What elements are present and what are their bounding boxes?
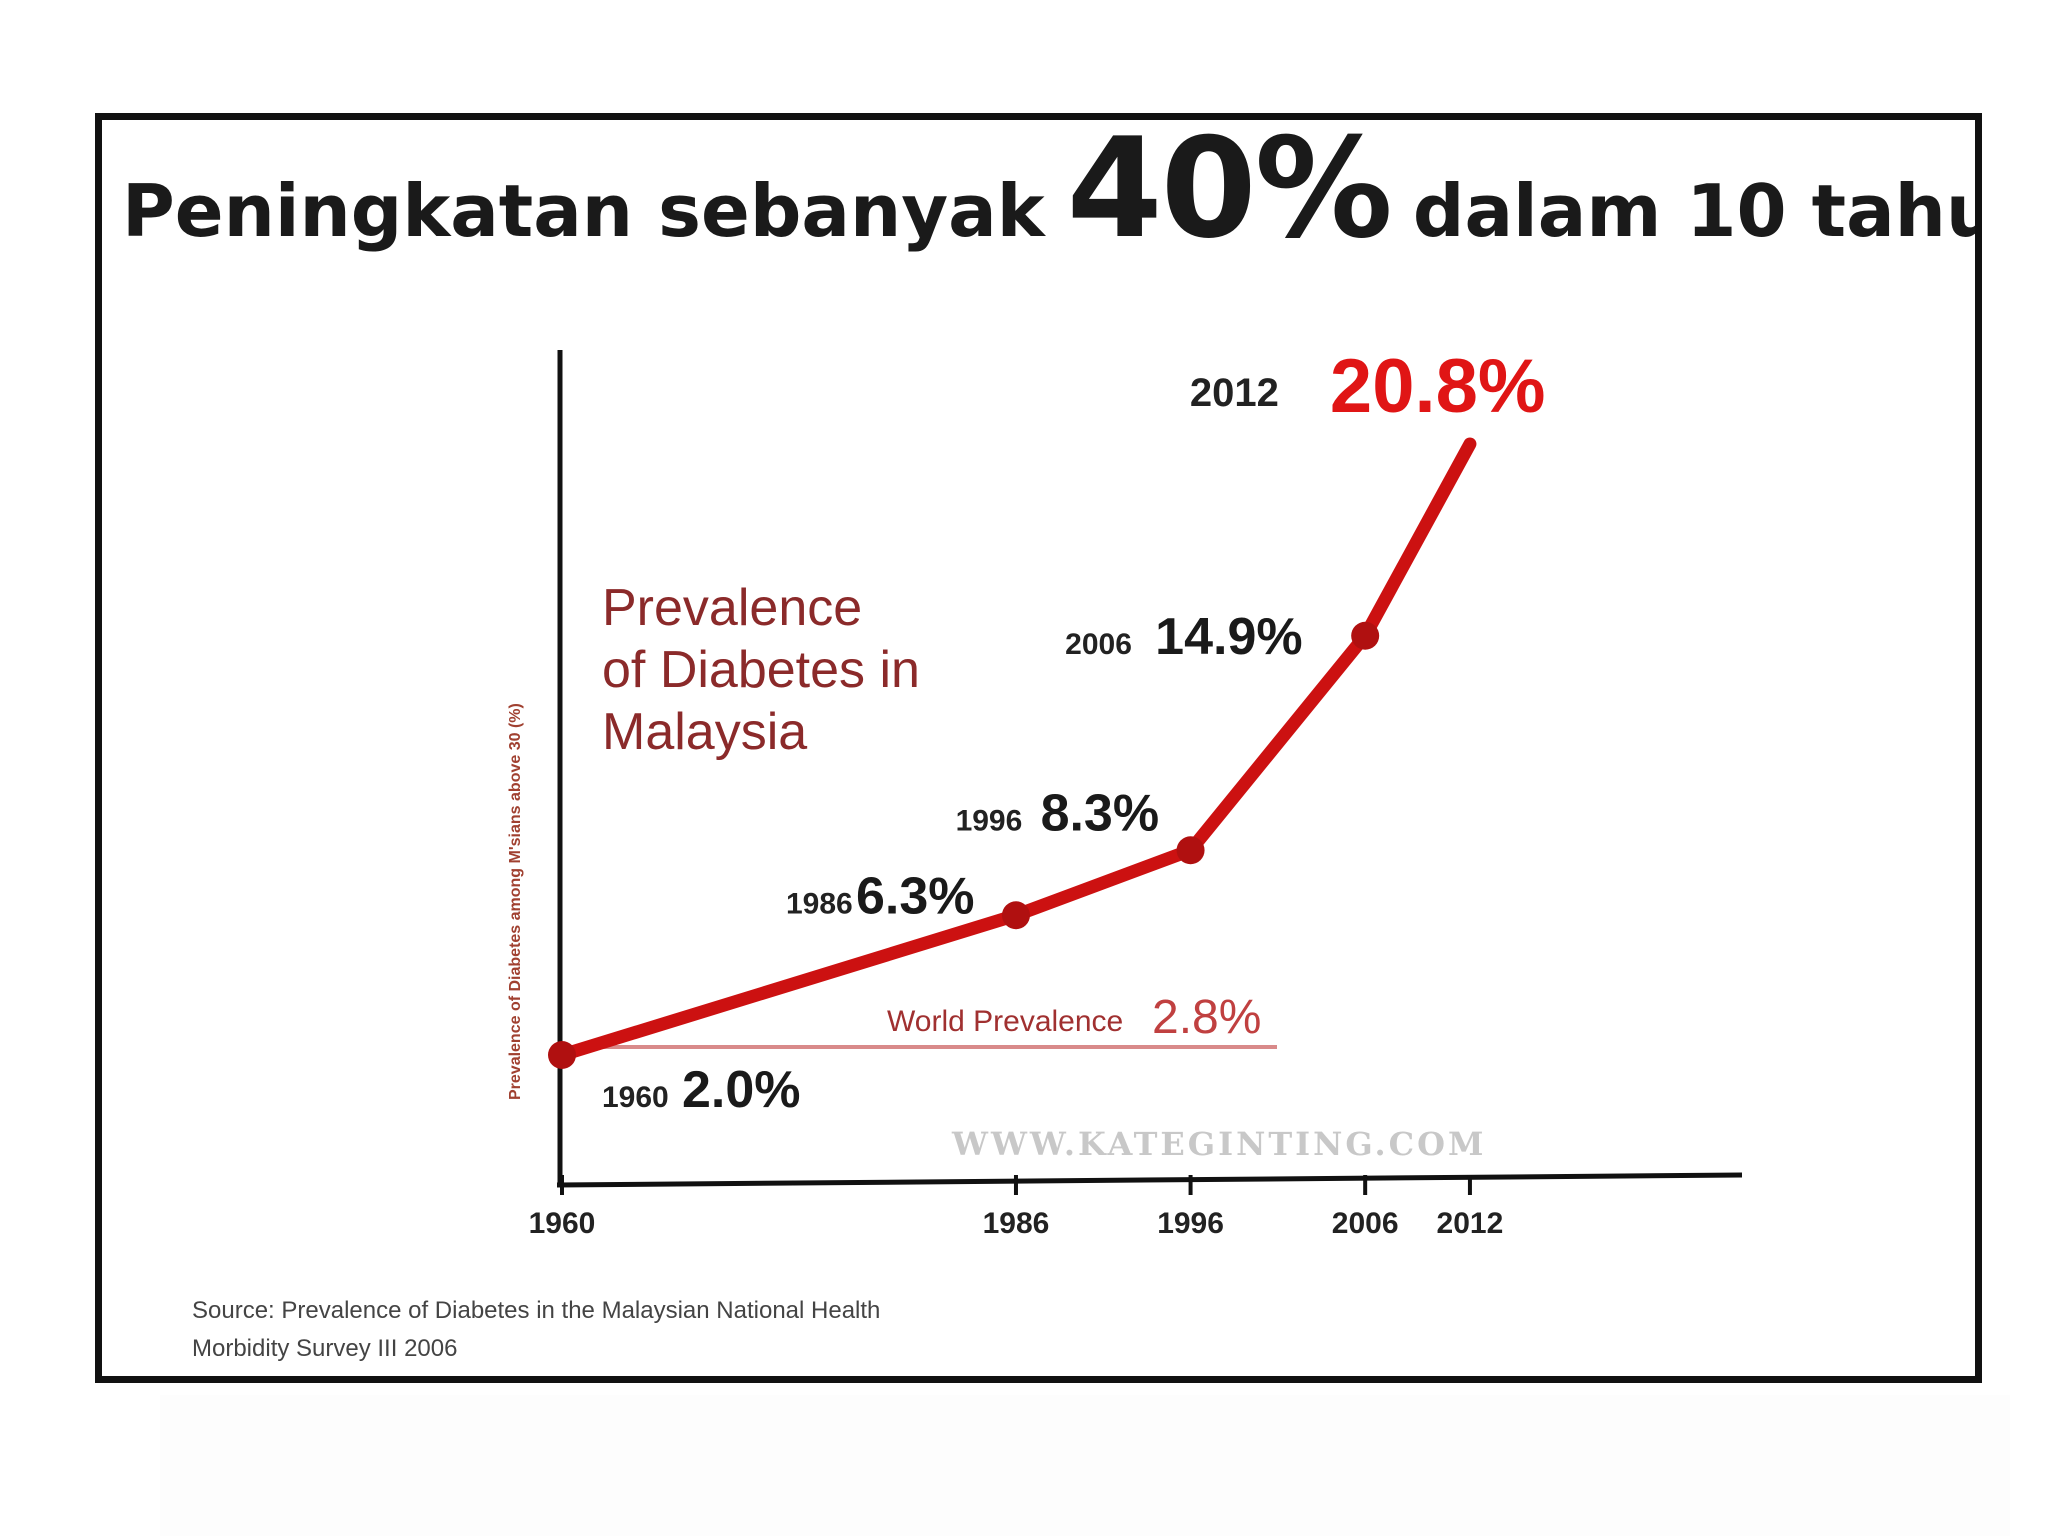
x-tick-label: 1960 (529, 1207, 596, 1240)
x-tick-label: 2006 (1332, 1207, 1399, 1240)
data-year-label: 2006 (1065, 628, 1132, 661)
data-value-label: 8.3% (1041, 784, 1160, 842)
data-year-label: 2012 (1190, 371, 1279, 415)
page-background-strip (160, 1395, 2010, 1536)
source-line-2: Morbidity Survey III 2006 (192, 1335, 458, 1362)
y-axis-label: Prevalence of Diabetes among M'sians abo… (507, 703, 524, 1100)
data-value-label: 20.8% (1330, 344, 1546, 429)
data-value-label: 14.9% (1155, 608, 1302, 666)
data-point (1351, 621, 1380, 650)
data-value-label: 2.0% (682, 1061, 801, 1119)
world-prevalence-value: 2.8% (1152, 991, 1261, 1044)
line-chart: Prevalence of Diabetes among M'sians abo… (507, 344, 1743, 1240)
data-year-label: 1960 (602, 1081, 669, 1114)
chart-title-line: Malaysia (602, 703, 807, 761)
chart-frame: Peningkatan sebanyak 40% dalam 10 tahun … (95, 113, 1982, 1383)
x-axis (556, 1172, 1743, 1188)
data-point (548, 1041, 576, 1069)
headline-highlight: 40% (1066, 113, 1393, 269)
chart-title-line: Prevalence (602, 579, 862, 637)
data-point (1001, 901, 1030, 930)
x-tick-label: 1996 (1157, 1207, 1224, 1240)
data-year-label: 1986 (786, 887, 853, 920)
data-year-label: 1996 (956, 804, 1023, 837)
headline-part-1: Peningkatan sebanyak (122, 169, 1045, 253)
data-point (1176, 836, 1205, 865)
source-note: Source: Prevalence of Diabetes in the Ma… (192, 1292, 1092, 1368)
watermark: WWW.KATEGINTING.COM (951, 1125, 1486, 1163)
chart-title-line: of Diabetes in (602, 641, 920, 699)
x-tick-label: 2012 (1437, 1207, 1504, 1240)
headline: Peningkatan sebanyak 40% dalam 10 tahun (122, 113, 1975, 280)
x-tick-label: 1986 (983, 1207, 1050, 1240)
source-line-1: Source: Prevalence of Diabetes in the Ma… (192, 1297, 881, 1324)
world-prevalence-label: World Prevalence (887, 1005, 1123, 1038)
data-value-label: 6.3% (856, 867, 975, 925)
headline-part-2: dalam 10 tahun (1412, 169, 1975, 253)
